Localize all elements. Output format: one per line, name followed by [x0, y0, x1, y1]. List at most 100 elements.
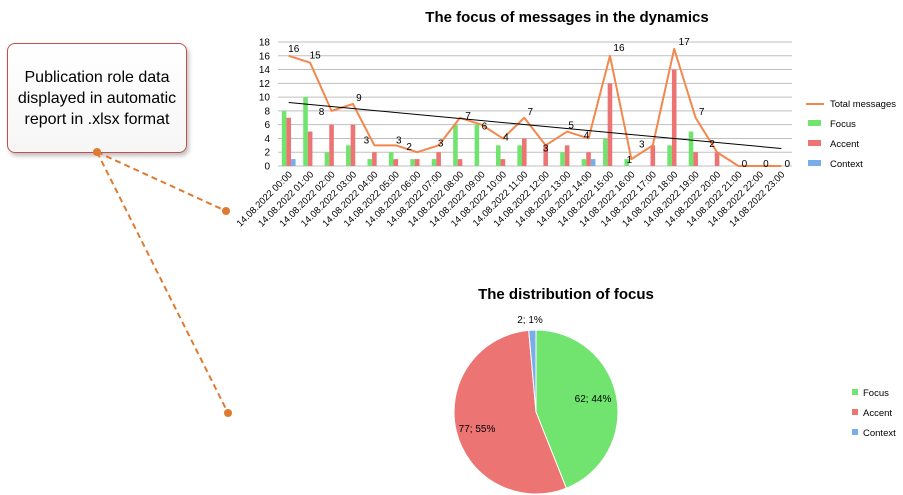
bar-focus — [495, 145, 501, 166]
data-label: 0 — [763, 159, 769, 170]
data-label: 7 — [699, 107, 705, 118]
callout-anchor-dot — [93, 148, 101, 156]
pie-chart: 62; 44% 77; 55% 2; 1% — [453, 315, 619, 495]
bar-accent — [521, 138, 527, 166]
callout-box: Publication role data displayed in autom… — [7, 43, 187, 153]
bar-focus — [367, 159, 373, 166]
data-label: 17 — [679, 37, 691, 48]
pie-legend-label: Context — [863, 428, 896, 439]
line-chart-bars — [281, 69, 720, 166]
data-label: 4 — [503, 132, 509, 143]
line-chart-series-lines — [288, 47, 782, 167]
data-label: 3 — [364, 135, 370, 146]
callout-end-dot-lower — [224, 409, 232, 417]
bar-focus — [453, 124, 458, 166]
bar-focus — [431, 159, 437, 166]
legend-label: Context — [830, 159, 863, 170]
bar-focus — [603, 138, 608, 166]
pie-slice-label: 2; 1% — [517, 315, 543, 326]
y-tick-label: 2 — [264, 148, 270, 159]
y-tick-label: 16 — [259, 51, 271, 62]
bar-focus — [281, 110, 287, 166]
pie-slice-label: 62; 44% — [575, 394, 612, 405]
bar-context — [291, 159, 296, 166]
bar-accent — [393, 159, 399, 166]
data-label: 3 — [396, 135, 402, 146]
pie-chart-legend: Focus Accent Context — [852, 388, 896, 439]
bar-accent — [350, 124, 356, 166]
bar-accent — [607, 83, 613, 166]
bar-accent — [436, 152, 441, 166]
bar-focus — [410, 159, 415, 166]
bar-focus — [324, 152, 330, 166]
y-tick-label: 10 — [259, 93, 271, 104]
bar-accent — [457, 159, 463, 166]
pie-legend-swatch-accent — [852, 409, 858, 415]
y-tick-label: 18 — [259, 38, 271, 49]
bar-accent — [650, 145, 656, 166]
bar-focus — [667, 145, 672, 166]
callout-text: Publication role data displayed in autom… — [17, 68, 177, 128]
y-tick-label: 0 — [264, 162, 270, 173]
bar-accent — [414, 159, 420, 166]
legend-label: Total messages — [830, 99, 896, 110]
data-label: 0 — [742, 159, 748, 170]
y-tick-label: 14 — [259, 65, 271, 76]
data-label: 1 — [627, 155, 633, 166]
bar-accent — [586, 152, 591, 166]
legend-swatch-accent — [808, 140, 821, 146]
bar-accent — [307, 131, 313, 166]
bar-context — [590, 159, 596, 166]
y-tick-label: 6 — [264, 120, 270, 131]
pie-slice-focus — [535, 329, 619, 489]
data-label: 0 — [785, 159, 791, 170]
bar-focus — [474, 124, 480, 166]
bar-focus — [581, 159, 587, 166]
pie-slice-accent — [453, 329, 567, 495]
data-label: 9 — [356, 93, 362, 104]
y-tick-label: 4 — [264, 134, 270, 145]
y-tick-label: 12 — [259, 79, 271, 90]
line-chart-y-ticks: 0 2 4 6 8 10 12 14 16 18 — [259, 38, 271, 173]
pie-slice-label: 77; 55% — [459, 424, 496, 435]
pie-legend-label: Accent — [863, 408, 892, 419]
pie-legend-swatch-context — [852, 429, 858, 435]
data-label: 4 — [584, 130, 590, 141]
data-label: 15 — [310, 51, 322, 62]
data-label: 3 — [543, 143, 549, 154]
bar-focus — [346, 145, 351, 166]
y-tick-label: 8 — [264, 106, 270, 117]
legend-label: Accent — [830, 139, 859, 150]
pie-legend-swatch-focus — [852, 389, 858, 395]
bar-accent — [564, 145, 570, 166]
data-label: 7 — [465, 111, 471, 122]
bar-accent — [714, 152, 720, 166]
legend-label: Focus — [830, 119, 856, 130]
bar-accent — [500, 159, 506, 166]
pie-chart-title: The distribution of focus — [478, 286, 654, 303]
bar-focus — [624, 159, 630, 166]
trend-line — [288, 102, 782, 150]
legend-swatch-focus — [808, 120, 821, 126]
pie-slice-context — [528, 329, 537, 413]
bar-accent — [329, 124, 334, 166]
total-messages-line — [288, 47, 782, 167]
data-label: 16 — [613, 43, 625, 54]
data-label: 2 — [709, 139, 715, 150]
bar-accent — [693, 152, 698, 166]
bar-focus — [388, 152, 394, 166]
bar-accent — [671, 69, 677, 166]
bar-accent — [286, 117, 292, 166]
callout-line-upper — [96, 151, 227, 212]
callout-connector-lines — [93, 148, 232, 417]
line-chart-legend: Total messages Focus Accent Context — [806, 99, 896, 170]
line-chart-title: The focus of messages in the dynamics — [425, 9, 708, 26]
callout-end-dot-upper — [222, 207, 230, 215]
data-label: 2 — [406, 142, 412, 153]
data-label: 3 — [639, 139, 645, 150]
legend-swatch-context — [808, 160, 821, 166]
bar-accent — [543, 145, 549, 166]
